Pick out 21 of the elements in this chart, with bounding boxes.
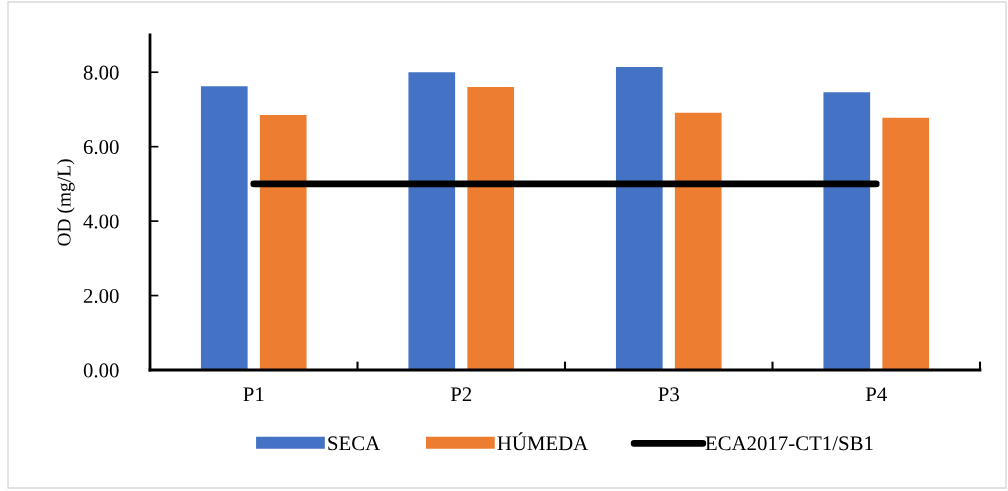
legend-label: SECA: [328, 436, 381, 451]
x-tick-label: P1: [243, 387, 264, 402]
bar: [408, 72, 456, 370]
bar: [882, 117, 930, 370]
bar: [467, 87, 515, 370]
x-tick-label: P3: [658, 387, 679, 402]
y-axis-title: OD (mg/L): [56, 159, 75, 246]
x-tick-label: P4: [865, 387, 887, 402]
y-tick-label: 0.00: [83, 363, 119, 378]
y-tick-label: 4.00: [83, 214, 119, 229]
bar: [823, 92, 871, 370]
bar: [615, 67, 663, 370]
bar: [674, 112, 722, 370]
y-tick-label: 2.00: [83, 288, 119, 304]
x-tick-label: P2: [450, 387, 472, 402]
legend-label: HÚMEDA: [497, 432, 589, 451]
y-tick-label: 6.00: [83, 140, 119, 155]
bar: [200, 86, 248, 370]
legend-label: ECA2017-CT1/SB1: [705, 436, 873, 451]
bar: [259, 115, 307, 370]
y-tick-label: 8.00: [83, 65, 119, 80]
